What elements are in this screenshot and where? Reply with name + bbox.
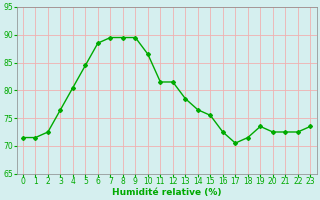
X-axis label: Humidité relative (%): Humidité relative (%) bbox=[112, 188, 221, 197]
